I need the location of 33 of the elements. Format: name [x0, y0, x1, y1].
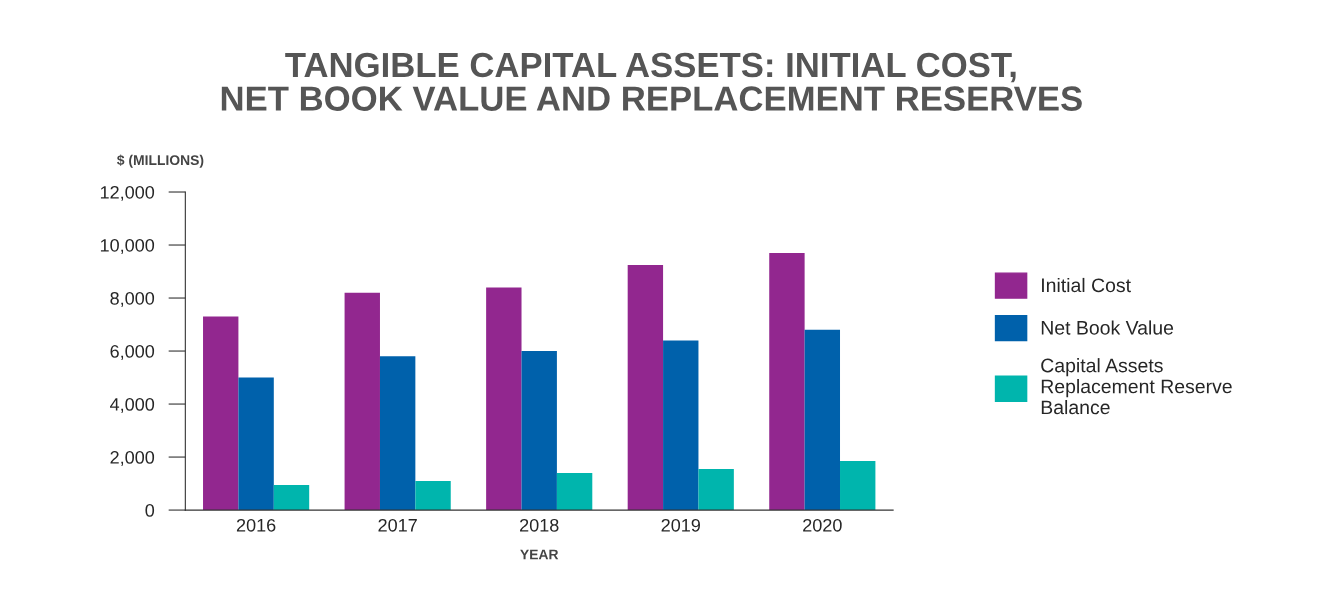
bar — [203, 316, 239, 511]
bar — [273, 484, 310, 511]
x-tick-label: 2017 — [378, 518, 417, 532]
bar — [379, 356, 416, 511]
bar — [698, 468, 734, 511]
y-tick-label: 8,000 — [110, 291, 155, 307]
x-tick-label: 2016 — [236, 518, 276, 532]
y-tick-label: 0 — [145, 504, 155, 517]
bar — [344, 292, 380, 511]
y-axis-title: $ (MILLIONS) — [117, 154, 204, 168]
bar — [804, 329, 841, 511]
y-tick-label: 10,000 — [100, 238, 155, 254]
legend-label: Capital Assets Replacement Reserve Balance — [1041, 358, 1232, 415]
y-tick-label: 4,000 — [110, 397, 155, 413]
x-tick-label: 2020 — [803, 518, 842, 532]
bar — [663, 340, 699, 511]
x-tick-label: 2018 — [520, 518, 559, 532]
y-tick-label: 6,000 — [110, 344, 155, 360]
bar — [238, 377, 274, 511]
bar — [769, 252, 805, 511]
bar — [521, 351, 557, 511]
legend-label: Initial Cost — [1042, 277, 1131, 293]
legend-label: Net Book Value — [1041, 320, 1174, 335]
chart-title: TANGIBLE CAPITAL ASSETS: INITIAL COST, NET BOOK VALUE AND REPLACEMENT RESERVES — [221, 52, 1082, 111]
y-tick-label: 2,000 — [110, 451, 155, 466]
bar — [415, 480, 451, 511]
bar — [840, 461, 876, 511]
bar — [556, 472, 593, 511]
x-tick-label: 2019 — [661, 518, 700, 532]
x-axis-title: YEAR — [520, 549, 559, 560]
bar — [627, 264, 664, 511]
bar — [486, 287, 522, 511]
y-tick-label: 12,000 — [100, 185, 155, 201]
